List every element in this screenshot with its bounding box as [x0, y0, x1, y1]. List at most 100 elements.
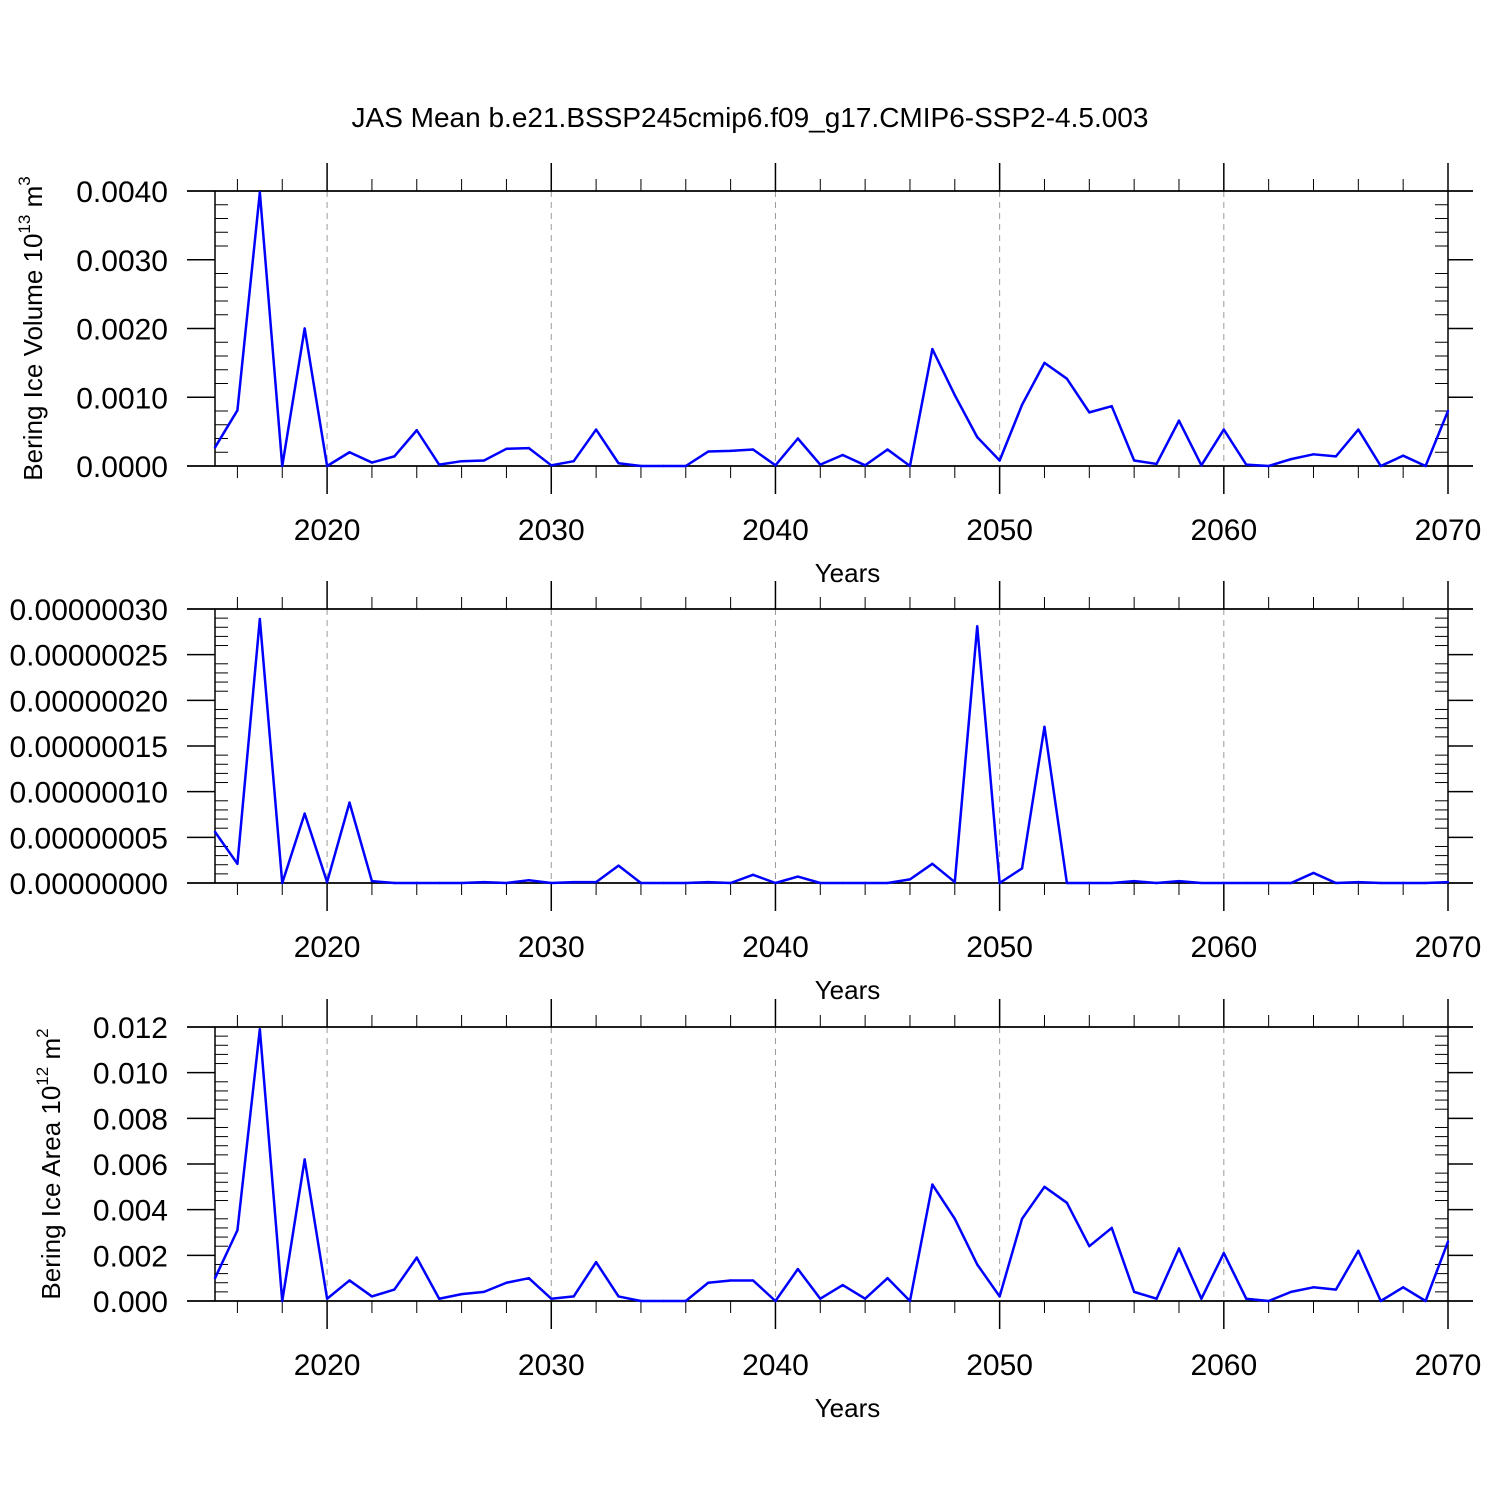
data-point: [550, 464, 553, 467]
x-tick-label: 2030: [518, 931, 585, 964]
data-point: [1312, 453, 1315, 456]
data-point: [348, 451, 351, 454]
y-tick-label: 0.0000: [76, 451, 168, 484]
data-point: [258, 617, 262, 621]
x-tick-label: 2030: [518, 1349, 585, 1382]
y-tick-label: 0.006: [93, 1149, 168, 1182]
y-tick-label: 0.0030: [76, 245, 168, 278]
data-point: [729, 881, 732, 885]
data-point: [303, 812, 306, 815]
data-point: [415, 1256, 418, 1259]
x-tick-label: 2060: [1190, 514, 1257, 547]
data-point: [908, 464, 912, 468]
data-point: [325, 464, 329, 468]
data-point: [1424, 881, 1427, 885]
data-point: [437, 1297, 441, 1300]
x-tick-label: 2030: [518, 514, 585, 547]
data-point: [1020, 867, 1024, 870]
data-point: [886, 881, 889, 885]
data-point: [841, 453, 844, 457]
data-point: [751, 873, 755, 876]
x-tick-label: 2020: [294, 514, 361, 547]
data-point: [819, 881, 822, 885]
data-point: [572, 880, 575, 884]
data-point: [1267, 881, 1270, 885]
x-tick-label: 2050: [966, 1349, 1033, 1382]
x-tick-label: 2070: [1415, 514, 1482, 547]
data-point: [707, 880, 710, 884]
y-axis-label-unit: m: [36, 1038, 66, 1067]
panel-1: 2020 2030 2040 2050 2060 2070 0.0000 0.0010 0.00…: [15, 163, 1481, 588]
data-point: [886, 1276, 889, 1280]
y-tick-label: 0.0010: [76, 382, 168, 415]
data-point: [1088, 1245, 1091, 1248]
data-point: [527, 1276, 531, 1280]
x-axis-label: Years: [815, 558, 881, 588]
data-point: [998, 459, 1001, 462]
data-point: [1379, 1299, 1382, 1303]
x-axis-label: Years: [815, 975, 881, 1005]
data-point: [348, 801, 351, 804]
plot-frame: [214, 190, 1449, 467]
data-point: [1132, 1290, 1136, 1294]
data-point: [460, 1292, 463, 1296]
x-tick-label: 2060: [1190, 931, 1257, 964]
data-point: [639, 881, 643, 885]
data-point: [1357, 1249, 1360, 1252]
y-axis-label-text: Bering Ice Area 10: [36, 1086, 66, 1300]
data-point: [639, 464, 643, 468]
data-point: [1177, 1247, 1181, 1250]
data-point: [819, 1297, 822, 1300]
data-point: [1222, 428, 1226, 431]
data-point: [1043, 725, 1046, 729]
y-tick-label: 0.002: [93, 1240, 168, 1273]
data-point: [1020, 403, 1024, 407]
x-axis-label: Years: [815, 1393, 881, 1423]
data-point: [1110, 1226, 1113, 1230]
y-axis-label-unit-exponent: 3: [15, 176, 34, 185]
data-point: [1245, 463, 1248, 466]
data-point: [1110, 881, 1113, 885]
data-point: [998, 881, 1001, 885]
series-line: [213, 1028, 1450, 1303]
data-point: [774, 1299, 777, 1303]
x-tick-label: 2060: [1190, 1349, 1257, 1382]
data-point: [662, 1299, 665, 1303]
data-point: [437, 881, 441, 885]
y-tick-label: 0.00000015: [10, 731, 169, 764]
y-tick-label: 0.00000030: [10, 594, 169, 627]
data-point: [1312, 871, 1315, 875]
figure-title: JAS Mean b.e21.BSSP245cmip6.f09_g17.CMIP…: [352, 102, 1149, 133]
data-point: [348, 1279, 351, 1282]
data-point: [774, 464, 777, 467]
data-point: [1401, 1286, 1405, 1289]
y-axis-label: Bering Ice Volume 1013 m3: [15, 176, 48, 480]
plot-frame: [214, 1026, 1449, 1302]
data-point: [662, 881, 665, 885]
y-axis-label-text: Bering Ice Volume 10: [18, 234, 48, 481]
data-point: [415, 429, 418, 432]
data-point: [707, 450, 710, 453]
data-point: [1379, 881, 1382, 885]
data-point: [1065, 881, 1069, 885]
data-point: [617, 1295, 620, 1298]
data-point: [774, 881, 777, 885]
panels: 2020 2030 2040 2050 2060 2070 0.0000 0.0010 0.00…: [10, 163, 1482, 1423]
data-point: [684, 881, 687, 885]
series-line: [213, 191, 1450, 468]
data-point: [527, 879, 531, 882]
data-point: [1065, 377, 1069, 380]
data-point: [953, 880, 956, 884]
x-tick-label: 2070: [1415, 931, 1482, 964]
data-point: [931, 347, 934, 351]
data-point: [729, 1279, 732, 1282]
data-point: [482, 880, 486, 884]
y-tick-label: 0.00000025: [10, 640, 169, 673]
data-point: [236, 409, 239, 412]
data-point: [863, 881, 867, 885]
data-point: [258, 1028, 262, 1031]
data-point: [908, 878, 912, 881]
data-point: [236, 1229, 239, 1232]
data-point: [482, 1290, 486, 1294]
data-point: [1020, 1217, 1024, 1221]
